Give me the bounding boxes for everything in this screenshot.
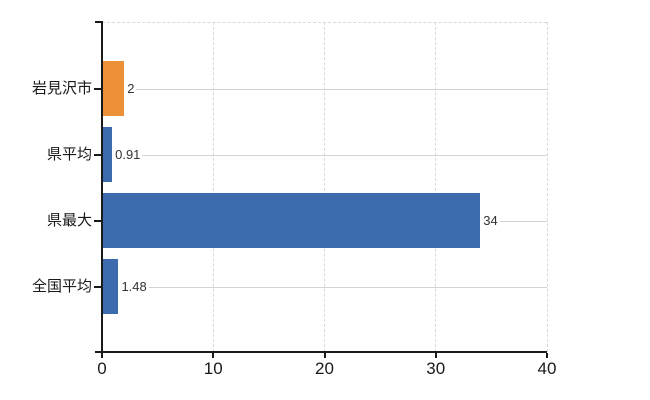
category-label: 県平均 — [46, 146, 92, 163]
x-axis-tick — [101, 353, 103, 358]
x-tick-label: 30 — [426, 359, 446, 378]
value-leader-line — [142, 154, 547, 156]
value-row: 34 — [483, 212, 547, 230]
category-tick — [94, 286, 102, 288]
category-label: 県最大 — [46, 212, 92, 229]
x-axis-tick — [434, 353, 437, 358]
bar — [103, 61, 125, 116]
bar — [103, 127, 113, 182]
value-leader-line — [148, 286, 547, 288]
value-label: 2 — [127, 81, 135, 96]
value-label: 34 — [483, 213, 498, 228]
value-row: 0.91 — [115, 146, 547, 164]
x-tick-label: 0 — [97, 359, 107, 378]
value-leader-line — [499, 220, 547, 222]
category-tick — [94, 88, 102, 90]
x-tick-label: 40 — [537, 359, 557, 378]
x-tick-label: 20 — [315, 359, 334, 378]
grid-line-vertical — [435, 22, 437, 352]
x-axis-tick — [323, 353, 326, 358]
category-label: 全国平均 — [31, 278, 92, 295]
value-label: 0.91 — [115, 147, 141, 162]
bar — [103, 259, 119, 314]
category-tick — [94, 220, 102, 222]
bar — [103, 193, 481, 248]
y-axis-line — [101, 21, 103, 353]
grid-line-vertical — [546, 22, 548, 352]
x-axis-tick — [546, 353, 548, 358]
x-tick-label: 10 — [203, 359, 223, 378]
value-row: 1.48 — [121, 278, 547, 296]
grid-line-vertical — [324, 22, 325, 352]
x-axis-tick — [212, 353, 215, 358]
value-leader-line — [136, 88, 547, 90]
grid-line-vertical — [212, 22, 214, 352]
value-row: 2 — [127, 80, 547, 98]
category-label: 岩見沢市 — [31, 80, 92, 97]
axis-top-tick — [95, 21, 102, 23]
x-axis-line — [95, 351, 547, 353]
category-tick — [94, 154, 102, 156]
value-label: 1.48 — [121, 279, 147, 294]
